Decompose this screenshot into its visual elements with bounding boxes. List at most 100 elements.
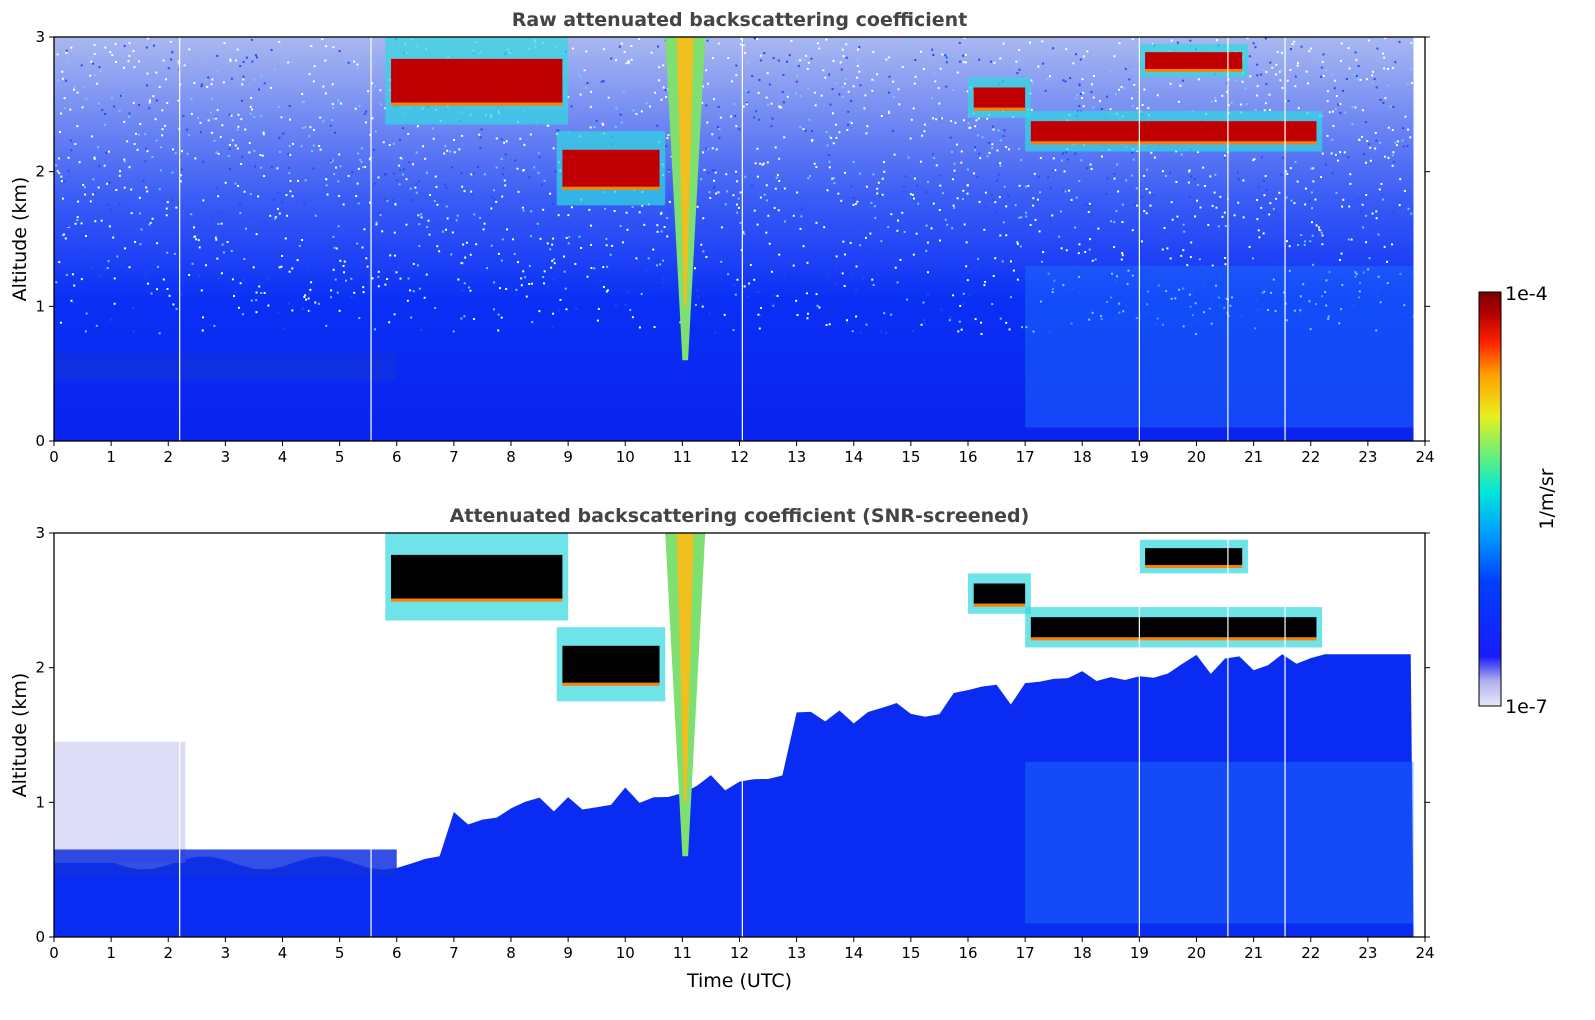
noise-pixel bbox=[953, 169, 956, 172]
cloud-core bbox=[562, 149, 660, 187]
noise-pixel bbox=[58, 261, 61, 264]
noise-pixel bbox=[1320, 66, 1323, 69]
noise-pixel bbox=[629, 309, 632, 312]
noise-pixel bbox=[983, 284, 986, 287]
noise-pixel bbox=[1128, 78, 1131, 81]
noise-pixel bbox=[753, 209, 756, 212]
noise-pixel bbox=[645, 102, 648, 105]
noise-pixel bbox=[596, 319, 599, 322]
noise-pixel bbox=[1368, 39, 1371, 42]
noise-pixel bbox=[847, 110, 850, 113]
noise-pixel bbox=[381, 230, 384, 233]
noise-pixel bbox=[1077, 275, 1080, 278]
noise-pixel bbox=[333, 246, 336, 249]
noise-pixel bbox=[617, 258, 620, 261]
noise-pixel bbox=[382, 141, 385, 144]
noise-pixel bbox=[377, 270, 380, 273]
noise-pixel bbox=[1325, 279, 1328, 282]
noise-pixel bbox=[426, 226, 429, 229]
noise-pixel bbox=[841, 48, 844, 51]
noise-pixel bbox=[233, 295, 236, 298]
noise-pixel bbox=[978, 152, 981, 155]
noise-pixel bbox=[504, 184, 507, 187]
noise-pixel bbox=[179, 174, 182, 177]
noise-pixel bbox=[765, 199, 768, 202]
noise-pixel bbox=[796, 74, 799, 77]
noise-pixel bbox=[145, 46, 148, 49]
noise-pixel bbox=[899, 258, 902, 261]
noise-pixel bbox=[831, 88, 834, 91]
noise-pixel bbox=[453, 138, 456, 141]
noise-pixel bbox=[638, 326, 641, 329]
noise-pixel bbox=[1335, 95, 1338, 98]
noise-pixel bbox=[250, 299, 253, 302]
noise-pixel bbox=[767, 214, 770, 217]
noise-pixel bbox=[994, 201, 997, 204]
noise-pixel bbox=[128, 112, 131, 115]
noise-pixel bbox=[1363, 153, 1366, 156]
noise-pixel bbox=[1237, 201, 1240, 204]
noise-pixel bbox=[756, 175, 759, 178]
noise-pixel bbox=[234, 144, 237, 147]
noise-pixel bbox=[356, 182, 359, 185]
noise-pixel bbox=[648, 105, 651, 108]
noise-pixel bbox=[113, 105, 116, 108]
noise-pixel bbox=[1040, 45, 1043, 48]
noise-pixel bbox=[375, 221, 378, 224]
noise-pixel bbox=[743, 232, 746, 235]
noise-pixel bbox=[765, 96, 768, 99]
noise-pixel bbox=[1251, 257, 1254, 260]
cloud-core bbox=[1145, 548, 1243, 565]
noise-pixel bbox=[1091, 311, 1094, 314]
noise-pixel bbox=[520, 277, 523, 280]
noise-pixel bbox=[528, 283, 531, 286]
noise-pixel bbox=[800, 42, 803, 45]
noise-pixel bbox=[187, 134, 190, 137]
noise-pixel bbox=[260, 74, 263, 77]
cloud-edge bbox=[1145, 68, 1243, 72]
noise-pixel bbox=[106, 267, 109, 270]
noise-pixel bbox=[166, 201, 169, 204]
noise-pixel bbox=[1194, 302, 1197, 305]
noise-pixel bbox=[844, 41, 847, 44]
noise-pixel bbox=[578, 235, 581, 238]
noise-pixel bbox=[1124, 67, 1127, 70]
noise-pixel bbox=[1241, 80, 1244, 83]
noise-pixel bbox=[559, 298, 562, 301]
noise-pixel bbox=[285, 214, 288, 217]
noise-pixel bbox=[128, 166, 131, 169]
noise-pixel bbox=[659, 212, 662, 215]
noise-pixel bbox=[239, 212, 242, 215]
aerosol-layer bbox=[1025, 761, 1414, 924]
noise-pixel bbox=[151, 155, 154, 158]
noise-pixel bbox=[888, 56, 891, 59]
noise-pixel bbox=[835, 136, 838, 139]
noise-pixel bbox=[309, 310, 312, 313]
noise-pixel bbox=[994, 257, 997, 260]
noise-pixel bbox=[624, 303, 627, 306]
noise-pixel bbox=[1229, 304, 1232, 307]
noise-pixel bbox=[1246, 37, 1249, 40]
noise-pixel bbox=[606, 289, 609, 292]
noise-pixel bbox=[1391, 243, 1394, 246]
noise-pixel bbox=[1338, 273, 1341, 276]
noise-pixel bbox=[277, 105, 280, 108]
noise-pixel bbox=[216, 257, 219, 260]
noise-pixel bbox=[269, 86, 272, 89]
noise-pixel bbox=[359, 158, 362, 161]
noise-pixel bbox=[1264, 37, 1267, 40]
noise-pixel bbox=[1294, 85, 1297, 88]
noise-pixel bbox=[1288, 269, 1291, 272]
noise-pixel bbox=[1268, 108, 1271, 111]
noise-pixel bbox=[398, 183, 401, 186]
noise-pixel bbox=[1094, 258, 1097, 261]
noise-pixel bbox=[1309, 47, 1312, 50]
noise-pixel bbox=[1355, 58, 1358, 61]
noise-pixel bbox=[1286, 172, 1289, 175]
noise-pixel bbox=[490, 207, 493, 210]
noise-pixel bbox=[1218, 304, 1221, 307]
noise-pixel bbox=[662, 277, 665, 280]
noise-pixel bbox=[712, 57, 715, 60]
noise-pixel bbox=[1188, 169, 1191, 172]
noise-pixel bbox=[1060, 159, 1063, 162]
